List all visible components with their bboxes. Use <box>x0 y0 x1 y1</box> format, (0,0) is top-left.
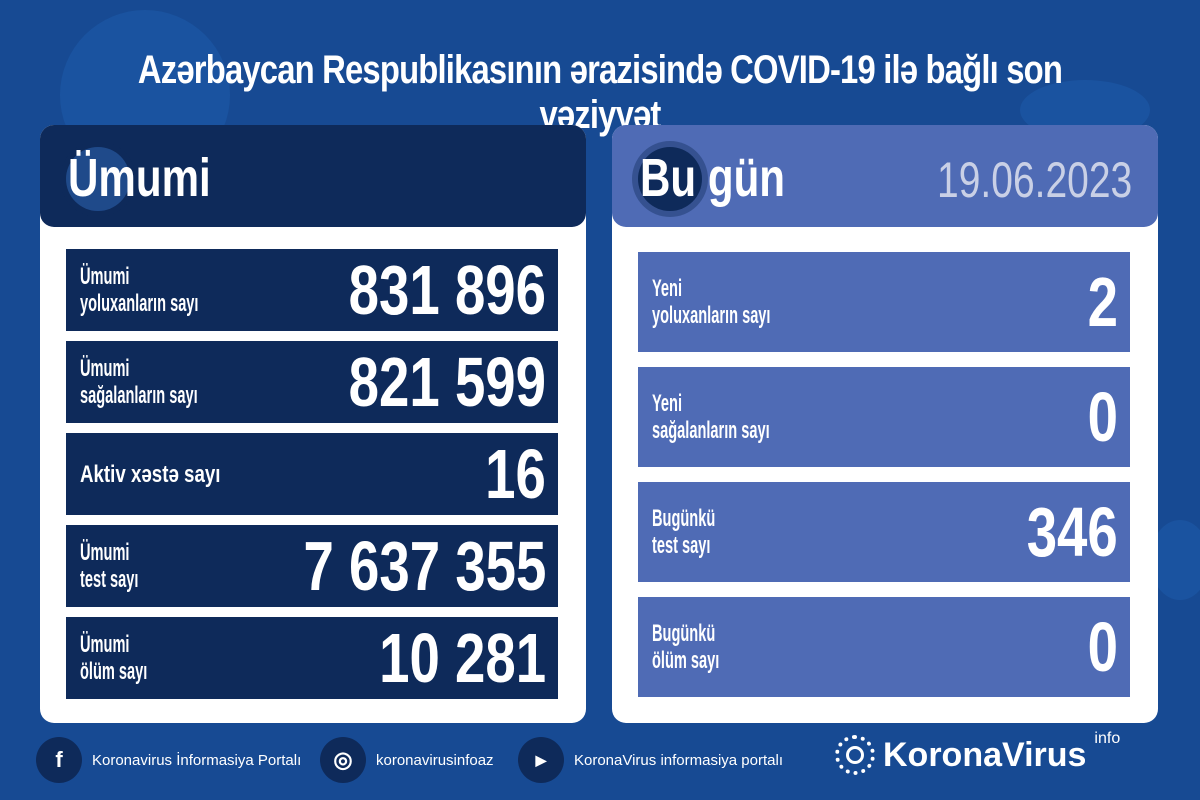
instagram-label: koronavirusinfoaz <box>376 751 494 769</box>
facebook-label: Koronavirus İnformasiya Portalı <box>92 751 302 769</box>
page-title: Azərbaycan Respublikasının ərazisində CO… <box>137 48 1063 137</box>
stat-value: 7 637 355 <box>303 527 546 605</box>
virus-decoration <box>1150 520 1200 600</box>
stat-label: Ümumi ölüm sayı <box>80 631 148 685</box>
stat-value: 831 896 <box>348 251 546 329</box>
total-header: Ümumi <box>40 125 586 227</box>
stat-label: Ümumi yoluxanların sayı <box>80 263 199 317</box>
stat-value: 10 281 <box>378 619 546 697</box>
stat-label: Yeni yoluxanların sayı <box>652 275 771 329</box>
total-header-title: Ümumi <box>68 148 211 208</box>
stat-row-new-recovered: Yeni sağalanların sayı 0 <box>638 367 1130 467</box>
stat-value: 346 <box>1026 493 1118 571</box>
today-panel: Bu gün 19.06.2023 Yeni yoluxanların sayı … <box>612 125 1158 723</box>
stat-row-active: Aktiv xəstə sayı 16 <box>66 433 558 515</box>
brand-suffix: info <box>1094 730 1121 747</box>
stat-label: Yeni sağalanların sayı <box>652 390 770 444</box>
stat-value: 2 <box>1087 263 1118 341</box>
virus-icon <box>66 147 130 211</box>
facebook-icon: f <box>36 737 82 783</box>
sun-logo-icon <box>835 735 875 775</box>
instagram-icon: ◎ <box>320 737 366 783</box>
stat-label: Ümumi sağalanların sayı <box>80 355 198 409</box>
stat-value: 16 <box>485 435 546 513</box>
stat-label: Bugünkü test sayı <box>652 505 716 559</box>
stat-row-total-recovered: Ümumi sağalanların sayı 821 599 <box>66 341 558 423</box>
stat-row-total-deaths: Ümumi ölüm sayı 10 281 <box>66 617 558 699</box>
youtube-icon: ▶ <box>518 737 564 783</box>
stat-value: 0 <box>1087 378 1118 456</box>
stat-row-new-infected: Yeni yoluxanların sayı 2 <box>638 252 1130 352</box>
brand-logo: KoronaVirus info <box>835 730 1120 775</box>
stat-label: Bugünkü ölüm sayı <box>652 620 720 674</box>
facebook-link[interactable]: f Koronavirus İnformasiya Portalı <box>36 737 301 783</box>
youtube-link[interactable]: ▶ KoronaVirus informasiya portalı <box>518 737 783 783</box>
brand-name: KoronaVirus <box>883 735 1087 774</box>
today-header-title: Bu gün <box>640 148 786 208</box>
virus-icon <box>638 147 702 211</box>
stat-label: Ümumi test sayı <box>80 539 139 593</box>
stat-value: 0 <box>1087 608 1118 686</box>
stat-value: 821 599 <box>348 343 546 421</box>
today-header: Bu gün 19.06.2023 <box>612 125 1158 227</box>
youtube-label: KoronaVirus informasiya portalı <box>574 751 783 769</box>
stat-row-total-infected: Ümumi yoluxanların sayı 831 896 <box>66 249 558 331</box>
total-panel: Ümumi Ümumi yoluxanların sayı 831 896 Ümu… <box>40 125 586 723</box>
report-date: 19.06.2023 <box>936 152 1132 208</box>
stat-row-total-tests: Ümumi test sayı 7 637 355 <box>66 525 558 607</box>
stat-row-today-deaths: Bugünkü ölüm sayı 0 <box>638 597 1130 697</box>
instagram-link[interactable]: ◎ koronavirusinfoaz <box>320 737 494 783</box>
stat-row-today-tests: Bugünkü test sayı 346 <box>638 482 1130 582</box>
stat-label: Aktiv xəstə sayı <box>80 460 221 488</box>
